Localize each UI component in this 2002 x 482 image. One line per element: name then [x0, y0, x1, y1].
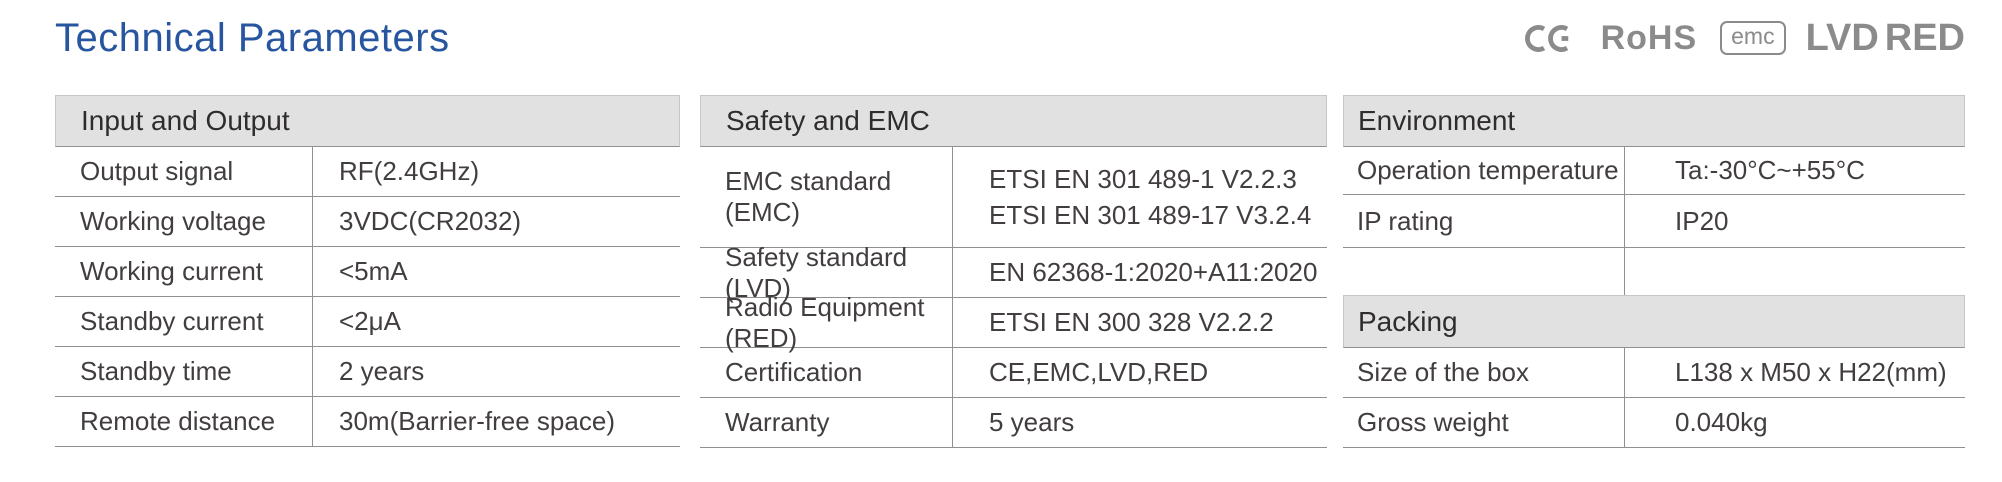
row-label: Gross weight [1357, 407, 1509, 437]
table-row: EMC standard (EMC) ETSI EN 301 489-1 V2.… [700, 147, 1327, 248]
page-title: Technical Parameters [55, 16, 450, 60]
row-label: Size of the box [1357, 357, 1529, 387]
emc-badge: emc [1720, 21, 1786, 55]
certification-badges: RoHS emc LVD RED [1524, 16, 1965, 59]
row-label: EMC standard (EMC) [725, 166, 892, 227]
section-title: Environment [1358, 105, 1516, 136]
section-title: Packing [1358, 305, 1458, 337]
row-label: Standby time [80, 356, 232, 386]
row-value [1624, 248, 1965, 295]
row-value: 3VDC(CR2032) [312, 197, 680, 246]
row-value: L138 x M50 x H22(mm) [1624, 348, 1965, 397]
row-value: 5 years [952, 398, 1327, 447]
row-label: Remote distance [80, 406, 276, 436]
value-line: ETSI EN 301 489-1 V2.2.3 [989, 164, 1297, 194]
row-value: <2μA [312, 297, 680, 346]
table-row-empty [1343, 248, 1965, 295]
table-row: Operation temperature Ta:-30°C~+55°C [1343, 147, 1965, 195]
row-label: IP rating [1357, 205, 1454, 236]
input-output-table: Input and Output Output signal RF(2.4GHz… [55, 95, 680, 447]
row-label: Operation temperature [1357, 155, 1619, 185]
row-value: ETSI EN 301 489-1 V2.2.3 ETSI EN 301 489… [952, 147, 1327, 247]
table-row: Radio Equipment (RED) ETSI EN 300 328 V2… [700, 291, 1327, 353]
table-row: Standby current <2μA [55, 297, 680, 347]
safety-emc-table: Safety and EMC EMC standard (EMC) ETSI E… [700, 95, 1327, 448]
red-label: RED [1884, 16, 1965, 59]
row-value: Ta:-30°C~+55°C [1624, 147, 1965, 194]
row-label: Radio Equipment (RED) [725, 291, 925, 353]
packing-table: Packing Size of the box L138 x M50 x H22… [1343, 295, 1965, 448]
rohs-label: RoHS [1600, 18, 1698, 57]
row-value: 0.040kg [1624, 398, 1965, 447]
table-row: Certification CE,EMC,LVD,RED [700, 348, 1327, 398]
table-row: Safety standard (LVD) EN 62368-1:2020+A1… [700, 241, 1327, 303]
row-label: Warranty [725, 407, 830, 437]
table-row: Remote distance 30m(Barrier-free space) [55, 397, 680, 447]
row-label: Safety standard (LVD) [725, 241, 908, 303]
table-row: Output signal RF(2.4GHz) [55, 147, 680, 197]
environment-header: Environment [1343, 95, 1965, 147]
table-row: IP rating IP20 [1343, 195, 1965, 248]
row-value: CE,EMC,LVD,RED [952, 348, 1327, 397]
section-title: Safety and EMC [726, 105, 930, 136]
row-label: Standby current [80, 306, 264, 336]
row-label: Working current [80, 256, 264, 286]
table-row: Gross weight 0.040kg [1343, 398, 1965, 448]
row-value: IP20 [1624, 195, 1965, 247]
input-output-header: Input and Output [55, 95, 680, 147]
lvd-label: LVD [1805, 16, 1879, 59]
table-row: Warranty 5 years [700, 398, 1327, 448]
section-title: Input and Output [81, 105, 290, 136]
safety-emc-header: Safety and EMC [700, 95, 1327, 147]
environment-packing-column: Environment Operation temperature Ta:-30… [1343, 95, 1965, 448]
packing-header: Packing [1343, 295, 1965, 348]
row-value: ETSI EN 300 328 V2.2.2 [952, 298, 1327, 347]
row-value: RF(2.4GHz) [312, 147, 680, 196]
row-label [1343, 248, 1624, 295]
row-label: Output signal [80, 156, 234, 186]
row-value: <5mA [312, 247, 680, 296]
table-row: Working current <5mA [55, 247, 680, 297]
table-row: Standby time 2 years [55, 347, 680, 397]
row-value: EN 62368-1:2020+A11:2020 [952, 248, 1327, 297]
row-value: 30m(Barrier-free space) [312, 397, 680, 446]
environment-table: Environment Operation temperature Ta:-30… [1343, 95, 1965, 295]
ce-mark-icon [1524, 24, 1575, 53]
row-value: 2 years [312, 347, 680, 396]
table-row: Working voltage 3VDC(CR2032) [55, 197, 680, 247]
value-line: ETSI EN 301 489-17 V3.2.4 [989, 200, 1312, 230]
table-row: Size of the box L138 x M50 x H22(mm) [1343, 348, 1965, 398]
row-label: Working voltage [80, 206, 266, 236]
row-label: Certification [725, 357, 863, 387]
